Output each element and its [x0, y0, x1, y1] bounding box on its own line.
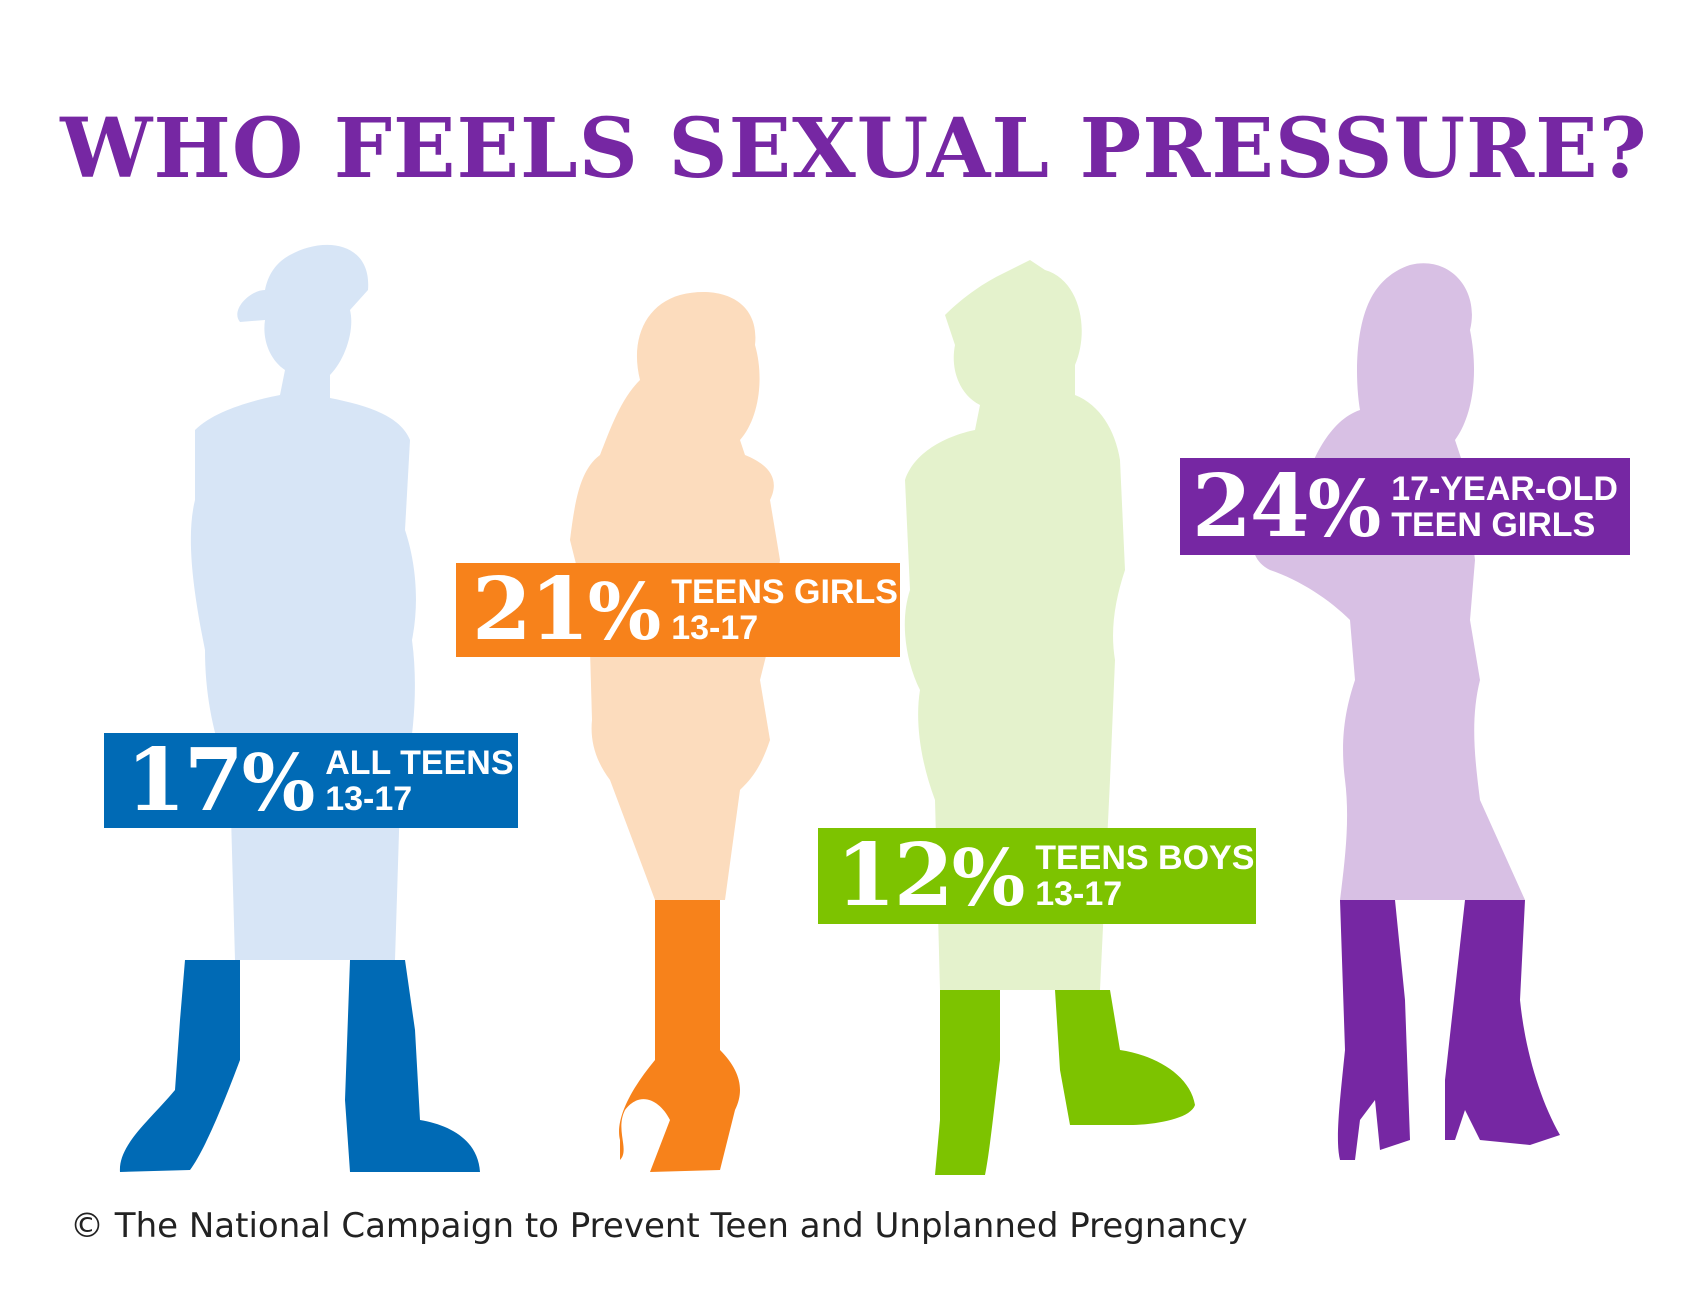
copyright-notice: © The National Campaign to Prevent Teen …	[70, 1206, 1248, 1246]
percent-value: 17%	[126, 729, 315, 831]
group-description: TEENS BOYS 13-17	[1035, 839, 1255, 913]
girl-ponytail-silhouette	[570, 292, 780, 1172]
label-teen-girls: 21% TEENS GIRLS 13-17	[456, 563, 900, 657]
label-all-teens: 17% ALL TEENS 13-17	[104, 733, 518, 828]
label-teen-boys: 12% TEENS BOYS 13-17	[818, 828, 1256, 924]
boy-spiky-hair-silhouette	[904, 260, 1195, 1175]
group-description: TEENS GIRLS 13-17	[671, 573, 898, 647]
page-title: WHO FEELS SEXUAL PRESSURE?	[60, 101, 1648, 197]
boy-cap-silhouette	[119, 244, 480, 1172]
group-description: 17-YEAR-OLD TEEN GIRLS	[1391, 469, 1618, 544]
label-17-year-old-girls: 24% 17-YEAR-OLD TEEN GIRLS	[1180, 458, 1630, 555]
percent-value: 24%	[1192, 455, 1381, 557]
girl-long-hair-silhouette	[1253, 263, 1560, 1160]
percent-value: 21%	[472, 559, 661, 660]
group-description: ALL TEENS 13-17	[325, 743, 514, 818]
percent-value: 12%	[836, 825, 1025, 926]
